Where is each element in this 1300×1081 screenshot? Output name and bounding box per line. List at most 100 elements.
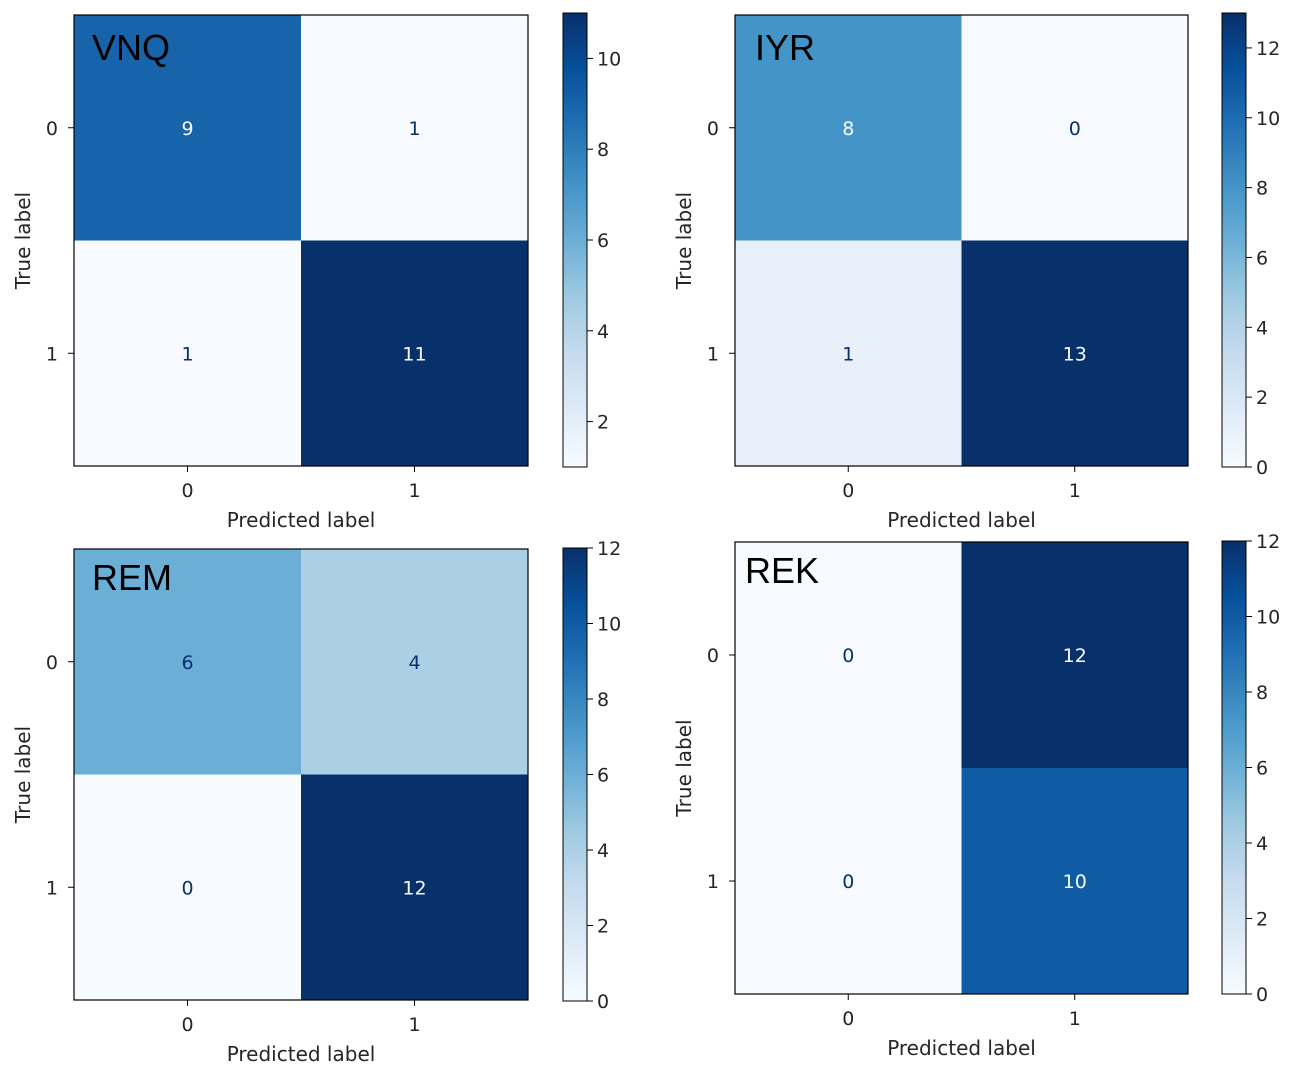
colorbar-tick-label: 12 xyxy=(1256,531,1280,553)
matrix-cell xyxy=(74,774,301,1000)
x-axis-label: Predicted label xyxy=(227,508,376,532)
cell-value-label: 12 xyxy=(402,877,426,899)
plot-frame xyxy=(734,14,1189,467)
colorbar xyxy=(563,13,587,467)
y-tick-label: 0 xyxy=(46,652,58,674)
y-axis-label: True label xyxy=(672,192,696,290)
matrix-cell xyxy=(961,768,1188,994)
matrix-cell xyxy=(74,15,301,241)
cell-value-label: 10 xyxy=(1063,871,1087,893)
cell-value-label: 11 xyxy=(402,343,426,365)
panel-title: VNQ xyxy=(92,27,170,68)
cell-value-label: 1 xyxy=(408,118,420,140)
x-tick-label: 0 xyxy=(181,1014,193,1036)
colorbar-tick-label: 2 xyxy=(1256,909,1268,931)
matrix-cell xyxy=(74,549,301,775)
cell-value-label: 0 xyxy=(181,877,193,899)
matrix-cell xyxy=(301,774,528,1000)
y-axis-label: True label xyxy=(672,719,696,817)
x-axis-label: Predicted label xyxy=(887,508,1036,532)
matrix-cell xyxy=(301,240,528,466)
colorbar-tick-label: 8 xyxy=(597,689,609,711)
colorbar-tick-label: 4 xyxy=(597,840,609,862)
colorbar-tick-label: 6 xyxy=(1256,247,1268,269)
matrix-cell xyxy=(735,768,962,994)
cell-value-label: 12 xyxy=(1063,645,1087,667)
matrix-cell xyxy=(301,15,528,241)
y-tick-label: 0 xyxy=(707,118,719,140)
cell-value-label: 4 xyxy=(408,652,420,674)
plot-frame xyxy=(73,548,529,1001)
colorbar-tick-label: 2 xyxy=(597,412,609,434)
colorbar-tick-label: 8 xyxy=(1256,682,1268,704)
colorbar-tick-label: 0 xyxy=(1256,457,1268,479)
x-axis-label: Predicted label xyxy=(887,1036,1036,1060)
colorbar-tick-label: 12 xyxy=(597,538,621,560)
y-tick-label: 0 xyxy=(707,645,719,667)
colorbar-tick-label: 12 xyxy=(1256,38,1280,60)
colorbar-tick-label: 0 xyxy=(597,991,609,1013)
cell-value-label: 9 xyxy=(181,118,193,140)
colorbar-tick-label: 4 xyxy=(597,321,609,343)
colorbar-tick-label: 10 xyxy=(597,48,621,70)
x-tick-label: 1 xyxy=(1069,1008,1081,1030)
x-tick-label: 1 xyxy=(408,1014,420,1036)
matrix-cell xyxy=(74,240,301,466)
colorbar-tick-label: 6 xyxy=(1256,758,1268,780)
colorbar-tick-label: 0 xyxy=(1256,984,1268,1006)
y-tick-label: 1 xyxy=(707,343,719,365)
colorbar-tick-label: 10 xyxy=(597,614,621,636)
colorbar-tick-label: 10 xyxy=(1256,108,1280,130)
colorbar-tick-label: 4 xyxy=(1256,833,1268,855)
cell-value-label: 1 xyxy=(181,343,193,365)
x-tick-label: 0 xyxy=(181,480,193,502)
cell-value-label: 1 xyxy=(842,343,854,365)
colorbar-tick-label: 10 xyxy=(1256,607,1280,629)
colorbar xyxy=(563,548,587,1001)
y-axis-label: True label xyxy=(11,192,35,290)
panel-title: REM xyxy=(92,557,172,598)
matrix-cell xyxy=(735,240,962,466)
x-tick-label: 0 xyxy=(842,480,854,502)
cell-value-label: 13 xyxy=(1063,343,1087,365)
matrix-cell xyxy=(301,549,528,775)
y-tick-label: 1 xyxy=(46,343,58,365)
colorbar-tick-label: 8 xyxy=(597,139,609,161)
cell-value-label: 0 xyxy=(842,645,854,667)
colorbar-tick-label: 2 xyxy=(1256,387,1268,409)
x-axis-label: Predicted label xyxy=(227,1042,376,1066)
colorbar-tick-label: 6 xyxy=(597,230,609,252)
x-tick-label: 1 xyxy=(1069,480,1081,502)
matrix-cell xyxy=(735,15,962,241)
colorbar-tick-label: 4 xyxy=(1256,317,1268,339)
y-tick-label: 0 xyxy=(46,118,58,140)
cell-value-label: 0 xyxy=(1069,118,1081,140)
x-tick-label: 1 xyxy=(408,480,420,502)
colorbar-tick-label: 8 xyxy=(1256,178,1268,200)
colorbar xyxy=(1222,13,1246,467)
matrix-cell xyxy=(961,15,1188,241)
panel-title: REK xyxy=(745,550,819,591)
y-tick-label: 1 xyxy=(46,877,58,899)
x-tick-label: 0 xyxy=(842,1008,854,1030)
cell-value-label: 8 xyxy=(842,118,854,140)
y-axis-label: True label xyxy=(11,726,35,824)
matrix-cell xyxy=(961,542,1188,768)
panel-title: IYR xyxy=(755,27,815,68)
y-tick-label: 1 xyxy=(707,871,719,893)
cell-value-label: 6 xyxy=(181,652,193,674)
colorbar xyxy=(1222,541,1246,994)
cell-value-label: 0 xyxy=(842,871,854,893)
matrix-cell xyxy=(961,240,1188,466)
colorbar-tick-label: 6 xyxy=(597,765,609,787)
colorbar-tick-label: 2 xyxy=(597,916,609,938)
plot-frame xyxy=(73,14,529,467)
colorbar-frame xyxy=(1221,12,1247,468)
plot-frame xyxy=(734,541,1189,995)
matrix-cell xyxy=(735,542,962,768)
